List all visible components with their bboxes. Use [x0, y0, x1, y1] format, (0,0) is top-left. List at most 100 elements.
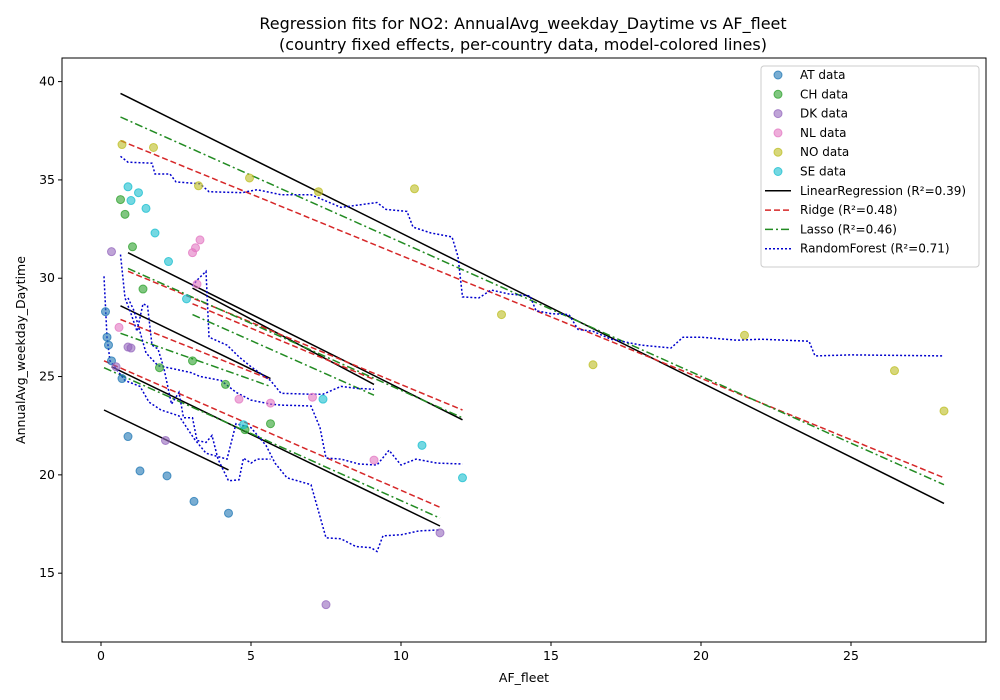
data-point — [117, 374, 127, 384]
data-point — [221, 379, 230, 389]
data-point — [417, 440, 427, 450]
data-point — [188, 356, 197, 366]
data-point — [497, 310, 506, 320]
regression-line-segment — [127, 267, 463, 419]
data-point — [155, 363, 164, 373]
x-tick-label: 0 — [97, 648, 105, 663]
data-point — [588, 360, 598, 370]
axes: 0 5 10 15 20 25 15 20 25 30 35 40 — [39, 74, 859, 663]
regression-line-segment — [192, 313, 375, 396]
data-point — [116, 195, 125, 205]
data-point — [740, 330, 749, 340]
data-point — [939, 406, 949, 416]
data-point — [890, 366, 899, 376]
y-axis-label: AnnualAvg_weekday_Daytime — [13, 256, 28, 444]
legend-entry-label: DK data — [800, 107, 848, 121]
legend-marker — [773, 109, 783, 119]
data-point — [308, 392, 317, 402]
legend-entry-label: RandomForest (R²=0.71) — [800, 242, 950, 256]
legend-box — [760, 65, 980, 268]
x-tick-label: 5 — [247, 648, 255, 663]
data-point — [194, 181, 203, 191]
regression-lines — [103, 92, 945, 553]
y-tick-label: 20 — [39, 467, 55, 482]
data-point — [191, 243, 200, 253]
regression-line-segment — [103, 276, 441, 553]
data-point — [111, 362, 121, 372]
regression-line-segment — [120, 318, 271, 381]
regression-line-segment — [127, 252, 463, 421]
legend-marker — [773, 128, 783, 138]
data-point — [162, 471, 172, 481]
regression-line-segment — [111, 366, 441, 527]
legend-marker — [773, 147, 783, 157]
regression-line-segment — [192, 287, 375, 386]
legend-entry-label: SE data — [800, 165, 846, 179]
regression-line-segment — [120, 92, 945, 505]
data-point — [164, 257, 173, 267]
data-point — [117, 140, 127, 150]
legend-entry-label: CH data — [800, 87, 848, 101]
data-point — [101, 307, 110, 317]
legend-entry-label: LinearRegression (R²=0.39) — [800, 184, 966, 198]
chart-subtitle: (country fixed effects, per-country data… — [279, 35, 767, 54]
data-point — [150, 228, 160, 238]
data-point — [369, 455, 379, 465]
legend: AT data CH data DK data NL data NO data SE da… — [760, 65, 980, 268]
data-point — [224, 508, 233, 518]
legend-entry-label: AT data — [800, 68, 845, 82]
data-point — [120, 209, 130, 219]
data-point — [126, 343, 136, 353]
regression-line-segment — [127, 297, 463, 466]
data-point — [314, 187, 323, 197]
y-tick-label: 15 — [39, 565, 55, 580]
data-point — [189, 496, 199, 506]
regression-line-segment — [192, 303, 375, 381]
data-point — [138, 284, 148, 294]
regression-line-segment — [191, 269, 375, 395]
chart-title: Regression fits for NO2: AnnualAvg_weekd… — [259, 14, 786, 34]
data-point — [104, 340, 113, 350]
data-point — [321, 600, 331, 610]
regression-line-segment — [120, 139, 945, 479]
legend-marker — [773, 89, 783, 99]
data-point — [107, 247, 116, 257]
data-point — [128, 242, 137, 252]
legend-entry-label: Lasso (R²=0.46) — [800, 222, 897, 236]
data-point — [149, 142, 158, 152]
regression-line-segment — [120, 305, 271, 380]
data-point — [126, 196, 136, 206]
data-point — [107, 356, 116, 366]
data-point — [192, 279, 202, 289]
data-point — [318, 394, 328, 404]
regression-line-segment — [127, 270, 463, 411]
data-point — [266, 419, 275, 429]
data-point — [134, 188, 143, 198]
data-point — [266, 398, 275, 408]
x-tick-label: 20 — [693, 648, 709, 663]
plot-frame — [61, 57, 987, 643]
data-point — [123, 432, 133, 442]
legend-entry-label: NO data — [800, 145, 849, 159]
data-point — [245, 173, 254, 183]
x-tick-label: 10 — [393, 648, 409, 663]
regression-line-segment — [103, 360, 441, 508]
data-point — [102, 332, 112, 342]
regression-line-segment — [120, 155, 945, 357]
data-point — [195, 235, 205, 245]
regression-line-segment — [119, 254, 271, 482]
y-tick-label: 40 — [39, 74, 55, 89]
data-point — [234, 394, 244, 404]
data-point — [135, 466, 145, 476]
x-tick-label: 15 — [543, 648, 559, 663]
legend-entry-label: NL data — [800, 126, 847, 140]
data-point — [182, 294, 191, 304]
data-point — [239, 420, 248, 430]
scatter-points — [101, 140, 949, 610]
regression-line-segment — [120, 332, 271, 388]
regression-line-segment — [103, 367, 441, 519]
legend-marker — [773, 70, 783, 80]
data-point — [123, 182, 133, 192]
y-tick-label: 25 — [39, 369, 55, 384]
